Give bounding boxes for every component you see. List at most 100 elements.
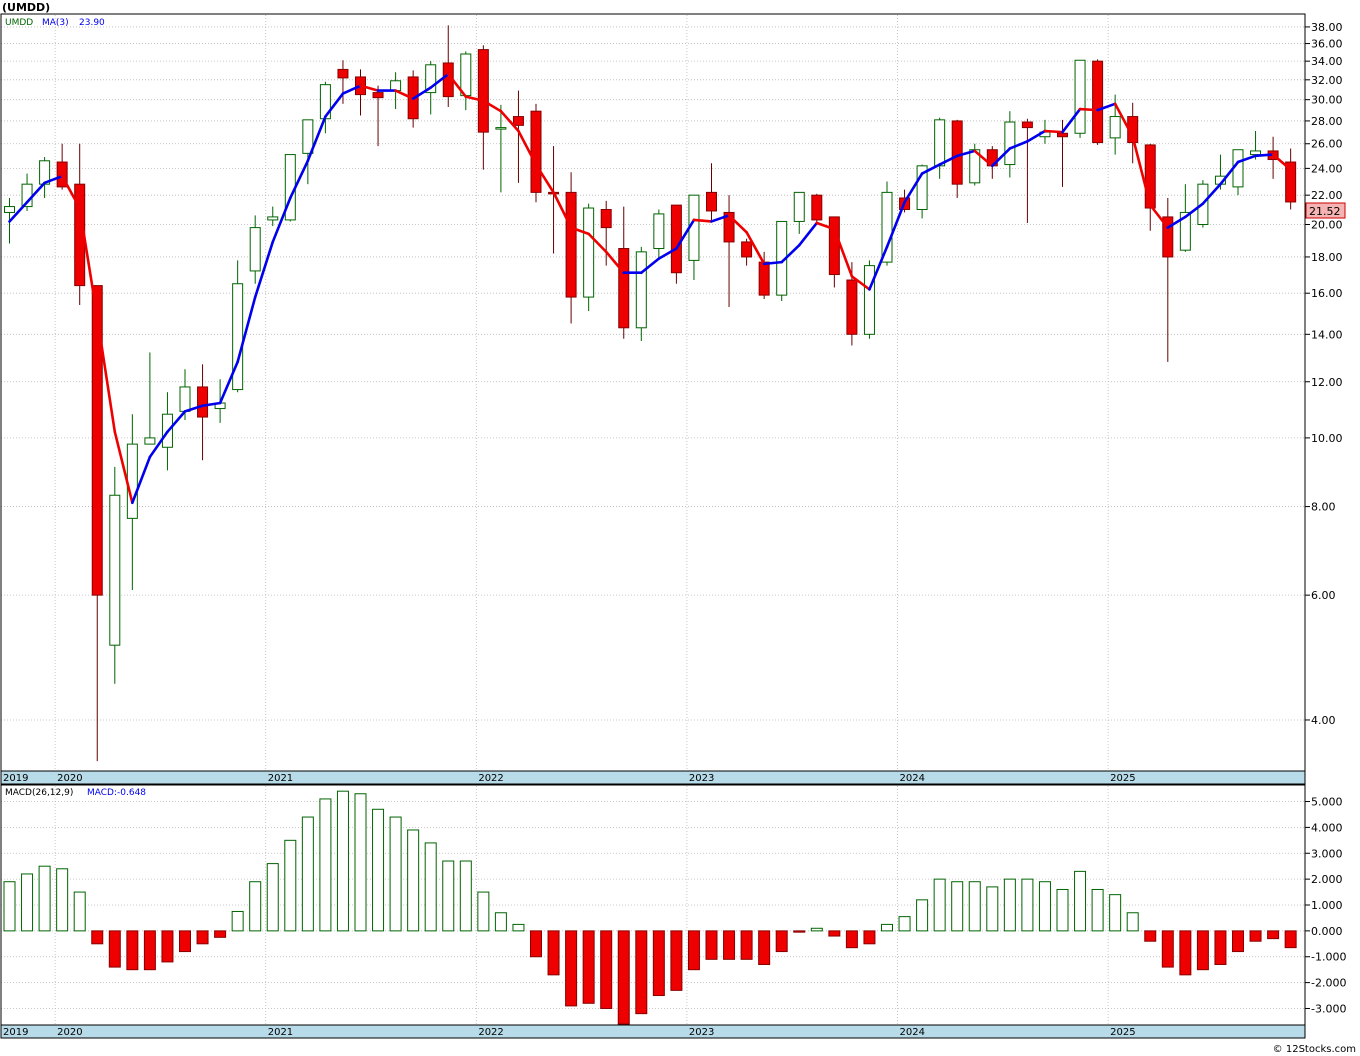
ma-segment: [569, 226, 590, 236]
macd-bar: [845, 930, 858, 949]
candle-body: [425, 64, 437, 94]
watermark: © 12Stocks.com: [1273, 1044, 1356, 1055]
candle-body: [1179, 211, 1191, 251]
macd-x-tick-label: 2022: [478, 1027, 503, 1038]
candle-body: [390, 80, 402, 92]
ma-segment: [938, 154, 959, 166]
last-price-label: 21.52: [1309, 205, 1341, 218]
ma-segment: [517, 129, 538, 166]
candle-body: [1144, 144, 1156, 209]
macd-bar: [1021, 878, 1034, 932]
candle-body: [144, 437, 156, 445]
macd-x-tick-label: 2021: [268, 1027, 293, 1038]
macd-tick-label: 5.000: [1311, 796, 1343, 809]
macd-bar: [319, 798, 332, 932]
macd-bar: [21, 873, 34, 932]
ma-segment: [762, 260, 784, 266]
macd-bar: [1161, 930, 1174, 968]
candle-body: [916, 165, 928, 210]
macd-bar: [951, 881, 964, 932]
macd-bar: [143, 930, 156, 971]
ma-segment: [166, 410, 187, 434]
ma-segment: [25, 181, 46, 204]
macd-bar: [810, 927, 823, 932]
ma-segment: [710, 214, 731, 223]
ma-segment: [43, 174, 64, 185]
macd-bar: [231, 910, 244, 932]
macd-x-tick-label: 2025: [1110, 1027, 1135, 1038]
candle-body: [267, 216, 279, 221]
candle-body: [126, 443, 138, 519]
price-gridlines: [1, 15, 1305, 770]
price-tick-label: 18.00: [1311, 251, 1343, 264]
ma-segment: [833, 227, 854, 278]
macd-bar: [336, 790, 349, 932]
macd-bar: [1196, 930, 1209, 971]
ma-segment: [604, 250, 626, 275]
ma-segment: [797, 221, 819, 247]
macd-tick-label: 3.000: [1311, 847, 1343, 860]
macd-bar: [407, 829, 420, 932]
price-tick-label: 14.00: [1311, 328, 1343, 341]
macd-bar: [477, 891, 490, 932]
candle-body: [653, 213, 665, 250]
macd-bar: [600, 930, 613, 1009]
candle-body: [1057, 132, 1068, 138]
candle-body: [197, 386, 209, 418]
macd-x-tick-label: 2024: [900, 1027, 925, 1038]
macd-bar: [723, 930, 736, 960]
ma-segment: [148, 430, 169, 459]
macd-bar: [881, 923, 893, 932]
macd-bar: [565, 930, 578, 1007]
candle-body: [934, 119, 946, 167]
ma-segment: [131, 455, 152, 505]
ma-segment: [1271, 153, 1292, 171]
macd-bar: [1179, 930, 1192, 976]
macd-bar: [582, 930, 595, 1004]
macd-bar: [442, 860, 455, 932]
candle-body: [477, 49, 489, 133]
macd-bar: [1144, 930, 1157, 942]
macd-bar: [1038, 881, 1051, 932]
ma-segment: [1026, 129, 1047, 143]
macd-bar: [284, 839, 297, 932]
candle-body: [302, 119, 314, 154]
candle-body: [670, 204, 682, 274]
macd-bar: [775, 930, 788, 953]
ma-segment: [903, 172, 924, 204]
macd-tick-label: 1.000: [1311, 899, 1343, 912]
candle-body: [1109, 116, 1121, 139]
ma-segment: [1096, 102, 1117, 112]
ma-segment: [1254, 153, 1275, 158]
chart-title: (UMDD): [2, 1, 50, 14]
macd-x-tick-label: 2023: [689, 1027, 714, 1038]
candle-body: [1004, 121, 1016, 166]
candle-body: [460, 53, 472, 97]
candle-body: [179, 386, 191, 412]
macd-x-axis-background: [0, 1024, 1306, 1039]
price-x-axis-background: [0, 770, 1306, 785]
ma-segment: [359, 84, 380, 92]
price-tick-label: 24.00: [1311, 162, 1343, 175]
ma-segment: [1201, 182, 1222, 205]
macd-bar: [740, 930, 753, 960]
macd-x-tick-label: 2020: [57, 1027, 82, 1038]
candle-body: [565, 191, 577, 298]
ma-segment: [1166, 215, 1187, 229]
candle-body: [1162, 216, 1174, 258]
macd-bar: [372, 808, 385, 932]
price-tick-label: 10.00: [1311, 432, 1343, 445]
ma-segment: [429, 72, 450, 89]
ma-segment: [499, 109, 520, 133]
ma-segment: [920, 163, 941, 175]
ma-segment: [534, 163, 555, 194]
candle-body: [618, 248, 630, 329]
ma-segment: [8, 200, 29, 223]
macd-bar: [389, 816, 402, 932]
candle-body: [600, 208, 612, 229]
price-tick-label: 16.00: [1311, 287, 1343, 300]
candle-body: [706, 191, 717, 212]
macd-bar: [266, 863, 279, 932]
macd-tick-label: -2.000: [1311, 977, 1346, 990]
